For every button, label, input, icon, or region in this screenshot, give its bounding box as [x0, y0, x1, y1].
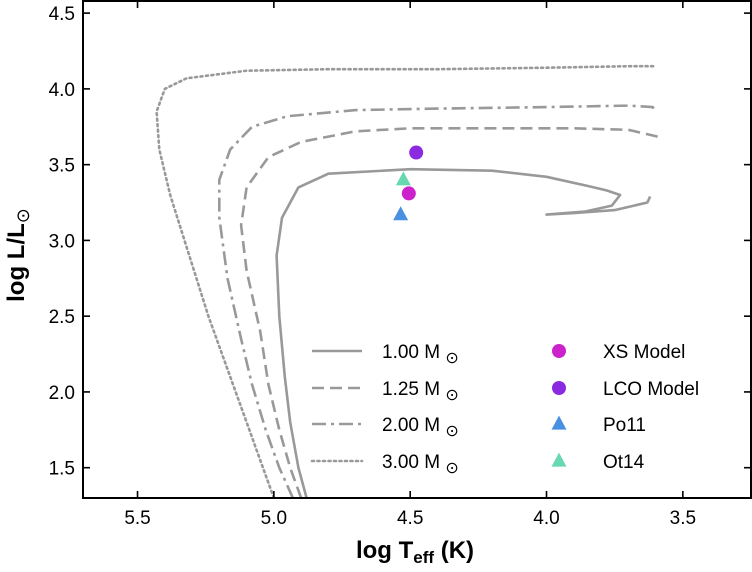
x-axis-title-subscript: eff	[413, 548, 434, 567]
legend-label-3: 2.00 M ⊙	[382, 415, 459, 440]
legend-point-label-4: Ot14	[603, 452, 645, 473]
data-point-1	[401, 186, 416, 201]
y-axis-title-sun-symbol: ⊙	[13, 208, 33, 223]
legend-label-2: 1.25 M ⊙	[382, 379, 459, 404]
legend-marker-2	[552, 381, 566, 395]
legend-point-label-1: XS Model	[603, 342, 685, 363]
x-tick-label-3: 4.5	[397, 508, 423, 529]
legend-label-4: 3.00 M ⊙	[382, 452, 459, 477]
x-tick-label-5: 3.5	[670, 508, 696, 529]
series-line-1	[275, 167, 652, 498]
y-tick-label-4: 3.0	[49, 231, 75, 252]
x-tick-label-4: 4.0	[533, 508, 559, 529]
data-point-3	[393, 206, 409, 221]
y-tick-label-6: 4.0	[49, 80, 75, 101]
data-markers	[393, 145, 424, 221]
y-tick-label-5: 3.5	[49, 156, 75, 177]
legend-point-label-2: LCO Model	[603, 379, 699, 400]
series-line-2	[239, 127, 662, 498]
x-tick-label-1: 5.5	[124, 508, 150, 529]
legend-marker-3	[551, 415, 567, 430]
data-point-2	[409, 145, 424, 160]
y-tick-label-3: 2.5	[49, 307, 75, 328]
y-axis-title: log L/L⊙	[3, 208, 33, 302]
legend-marker-4	[551, 452, 567, 467]
legend: 1.00 M ⊙ 1.25 M ⊙ 2.00 M ⊙ 3.00 M ⊙ XS Model…	[310, 342, 699, 477]
legend-point-label-3: Po11	[603, 415, 646, 436]
data-point-4	[395, 171, 411, 186]
track-curves	[155, 64, 662, 498]
x-axis-title: log Teff (K)	[356, 537, 474, 567]
y-tick-label-7: 4.5	[49, 4, 75, 25]
series-line-4	[155, 64, 657, 498]
legend-label-1: 1.00 M ⊙	[382, 342, 459, 367]
series-line-3	[218, 104, 657, 498]
y-tick-label-2: 2.0	[49, 383, 75, 404]
y-tick-label-1: 1.5	[49, 459, 75, 480]
plot-frame	[82, 0, 752, 499]
x-tick-label-2: 5.0	[261, 508, 287, 529]
legend-marker-1	[552, 344, 566, 358]
axis-ticks: 5.5 5.0 4.5 4.0 3.5 1.5 2.0 2.5 3.0 3.5 4.0 4.5	[49, 1, 751, 529]
